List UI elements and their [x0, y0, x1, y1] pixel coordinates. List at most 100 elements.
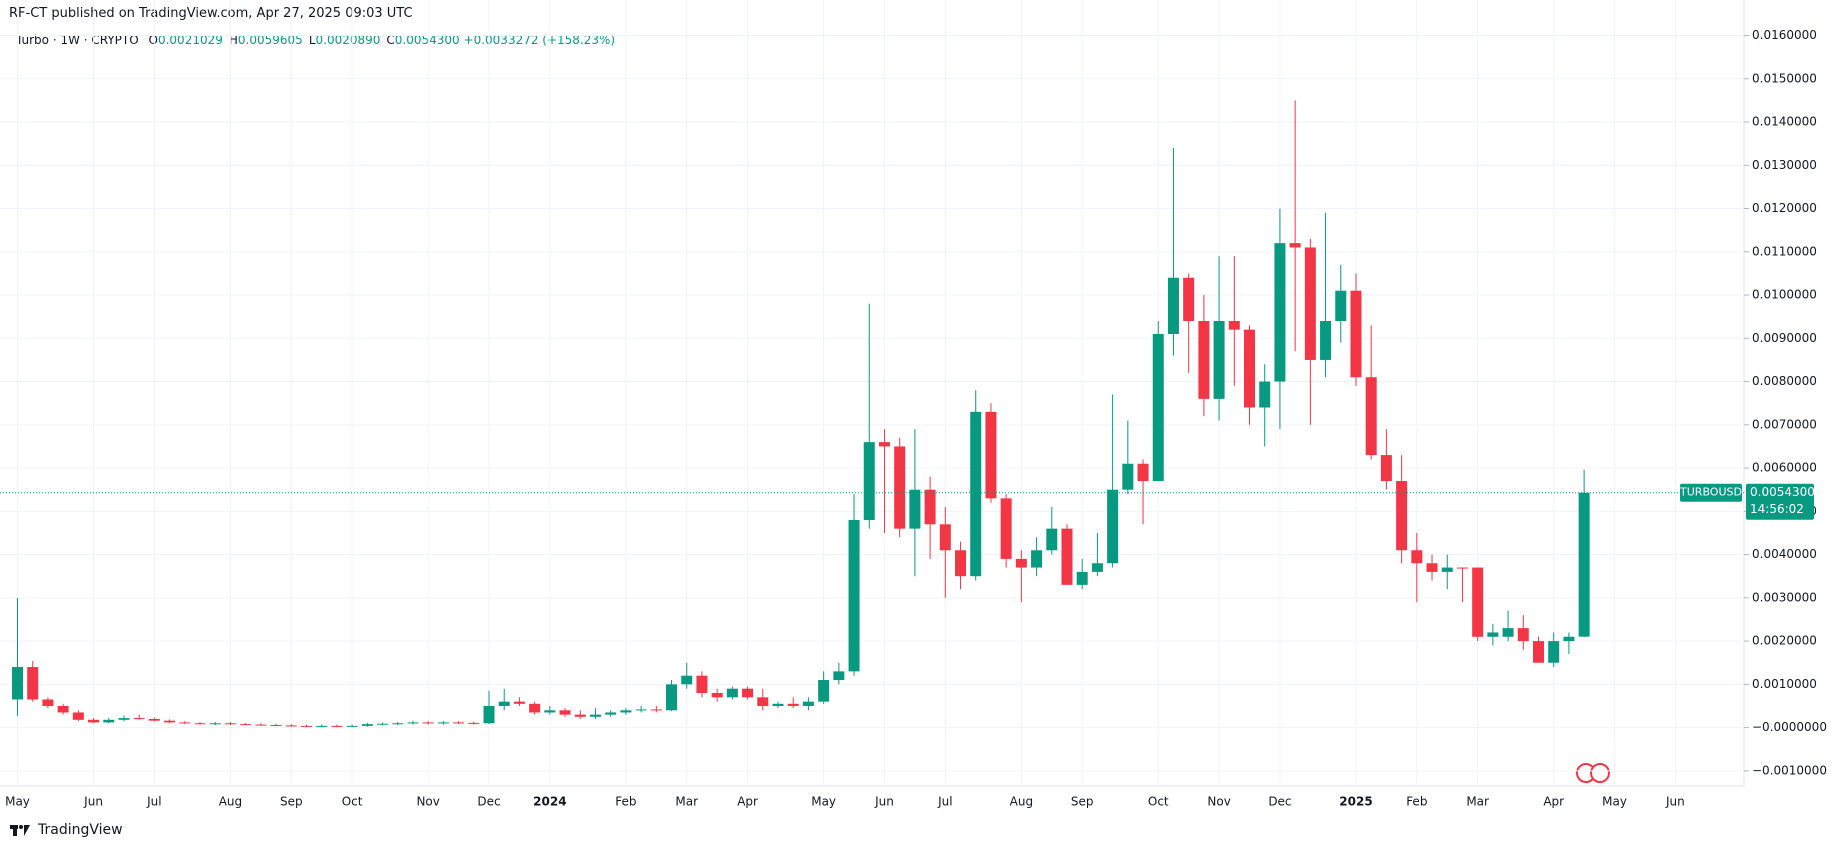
x-tick-label: Jul	[146, 795, 161, 809]
candle-body	[742, 688, 754, 698]
x-tick-label: Jun	[1665, 795, 1685, 809]
publish-header: RF-CT published on TradingView.com, Apr …	[9, 6, 413, 21]
candle-body	[878, 442, 890, 447]
candle-body	[787, 703, 799, 706]
candle-body	[316, 725, 328, 727]
footer: TradingView	[10, 822, 123, 838]
candle-body	[1456, 567, 1468, 569]
candle-body	[1502, 628, 1514, 637]
ohlc-legend: Turbo · 1W · CRYPTO O0.0021029 H0.0059605…	[16, 33, 615, 47]
candle-body	[255, 724, 267, 726]
ohlc-key: H	[228, 33, 238, 47]
candle-body	[529, 703, 541, 713]
candle-body	[909, 489, 921, 529]
candle-body	[985, 411, 997, 499]
symbol-tag	[1680, 483, 1742, 502]
x-tick-label: 2025	[1339, 795, 1372, 809]
candle-body	[88, 719, 100, 723]
x-tick-label: Jun	[874, 795, 894, 809]
candle-body	[407, 722, 419, 724]
symbol: Turbo · 1W · CRYPTO	[16, 33, 139, 47]
candle-body	[224, 723, 236, 725]
candle-body	[726, 688, 738, 698]
candle-body	[818, 680, 830, 702]
x-tick-label: Feb	[1406, 795, 1427, 809]
candle-body	[1198, 321, 1210, 399]
candle-body	[711, 693, 723, 698]
candle-body	[392, 723, 404, 725]
candle-body	[42, 699, 54, 706]
candle-body	[650, 709, 662, 711]
x-tick-label: Nov	[416, 795, 439, 809]
candle-body	[270, 725, 282, 727]
y-tick-label: 0.0060000	[1752, 461, 1817, 475]
candle-body	[1411, 550, 1423, 564]
x-tick-label: Apr	[1543, 795, 1564, 809]
event-flags	[1576, 763, 1610, 783]
candle-body	[1259, 381, 1271, 408]
ohlc-value: 0.0020890	[315, 33, 381, 47]
candle-body	[1228, 321, 1240, 330]
footer-text: TradingView	[38, 822, 123, 838]
candle-body	[1091, 563, 1103, 572]
candle-body	[1152, 333, 1164, 482]
candle-body	[589, 714, 601, 717]
candle-body	[681, 675, 693, 685]
candle-body	[1563, 636, 1575, 642]
x-tick-label: 2024	[533, 795, 566, 809]
candle-body	[1000, 498, 1012, 559]
candle-body	[1137, 463, 1149, 482]
candle-body	[894, 446, 906, 529]
y-tick-label: 0.0140000	[1752, 115, 1817, 129]
candle-body	[1304, 247, 1316, 360]
candle-body	[1350, 290, 1362, 378]
candle-body	[757, 697, 769, 706]
x-tick-label: Nov	[1207, 795, 1230, 809]
x-tick-label: Jun	[83, 795, 103, 809]
candle-body	[179, 722, 191, 724]
candle-body	[498, 701, 510, 706]
candle-body	[833, 671, 845, 681]
x-tick-label: May	[1602, 795, 1627, 809]
candle-body	[1274, 243, 1286, 382]
candle-body	[1031, 550, 1043, 568]
candle-body	[939, 524, 951, 551]
candle-body	[422, 722, 434, 724]
candle-body	[103, 719, 115, 723]
x-tick-label: May	[811, 795, 836, 809]
candle-body	[1533, 641, 1544, 663]
candle-body	[133, 718, 145, 720]
candle-body	[696, 675, 708, 694]
x-tick-label: Dec	[477, 795, 500, 809]
candle-body	[513, 701, 525, 704]
candle-body	[1244, 329, 1256, 408]
candle-body	[802, 701, 814, 706]
candle-body	[1213, 321, 1225, 399]
ohlc-value: 0.0021029	[157, 33, 223, 47]
candle-body	[955, 550, 967, 577]
candle-body	[148, 718, 160, 721]
ohlc-key: O	[148, 33, 158, 47]
y-tick-label: 0.0090000	[1752, 331, 1817, 345]
y-tick-label: 0.0130000	[1752, 158, 1817, 172]
x-tick-label: Sep	[1071, 795, 1094, 809]
candle-body	[285, 725, 297, 727]
x-tick-label: Oct	[342, 795, 363, 809]
y-tick-label: 0.0030000	[1752, 590, 1817, 604]
candle-body	[1061, 528, 1073, 585]
candle-body	[12, 667, 23, 700]
x-tick-label: Apr	[737, 795, 758, 809]
y-tick-label: 0.0020000	[1752, 634, 1817, 648]
candle-body	[863, 442, 875, 520]
candle-body	[1015, 558, 1027, 568]
candle-body	[635, 709, 647, 711]
candle-body	[1396, 481, 1408, 551]
candle-body	[453, 722, 465, 724]
candle-body	[194, 723, 206, 725]
ohlc-value: 0.0054300	[394, 33, 460, 47]
candle-body	[346, 725, 358, 727]
x-tick-label: Dec	[1268, 795, 1291, 809]
candle-body	[1122, 463, 1134, 490]
